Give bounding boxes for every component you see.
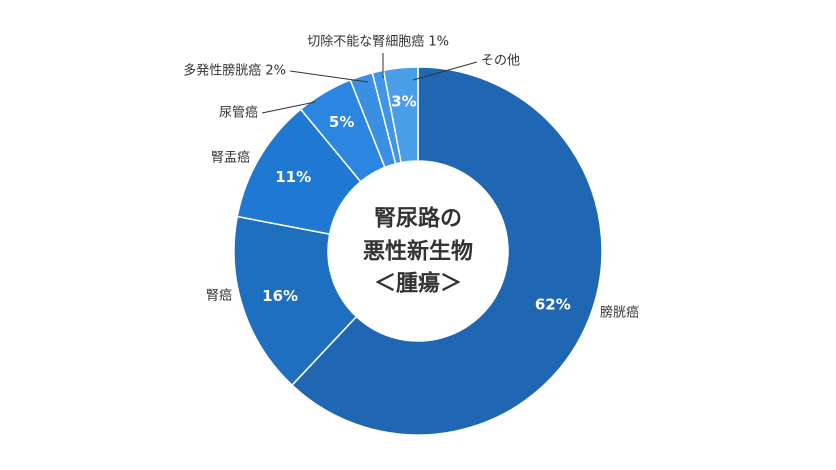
leader-line: [261, 101, 316, 114]
slice-category-label: 切除不能な腎細胞癌 1%: [307, 34, 449, 50]
leader-lines: [261, 53, 478, 114]
data-labels: 62% 膀胱癌 16% 腎癌 11% 腎盂癌 5% 尿管癌 多発性膀胱癌 2% 切除不能な腎細胞癌…: [183, 34, 639, 321]
slice-value-label: 62%: [535, 295, 571, 313]
slice-category-label: 腎癌: [206, 288, 232, 304]
slice-category-label: その他: [481, 54, 520, 69]
slice-category-label: 膀胱癌: [600, 305, 639, 321]
center-title-line-1: 腎尿路の: [374, 206, 462, 232]
slice-value-label: 16%: [262, 287, 298, 305]
leader-line: [412, 61, 478, 81]
slice-category-label: 尿管癌: [219, 105, 258, 121]
slice-category-label: 腎盂癌: [211, 150, 250, 166]
slice-value-label: 11%: [275, 168, 311, 186]
slice-value-label: 3%: [391, 93, 416, 111]
slice-category-label: 多発性膀胱癌 2%: [183, 63, 286, 79]
leader-line: [289, 70, 369, 83]
center-title-line-2: 悪性新生物: [363, 239, 473, 265]
donut-slices: [233, 66, 603, 436]
slice-value-label: 5%: [329, 113, 354, 131]
donut-hole: [328, 161, 508, 341]
center-title-line-3: ＜腫瘍＞: [374, 271, 462, 297]
